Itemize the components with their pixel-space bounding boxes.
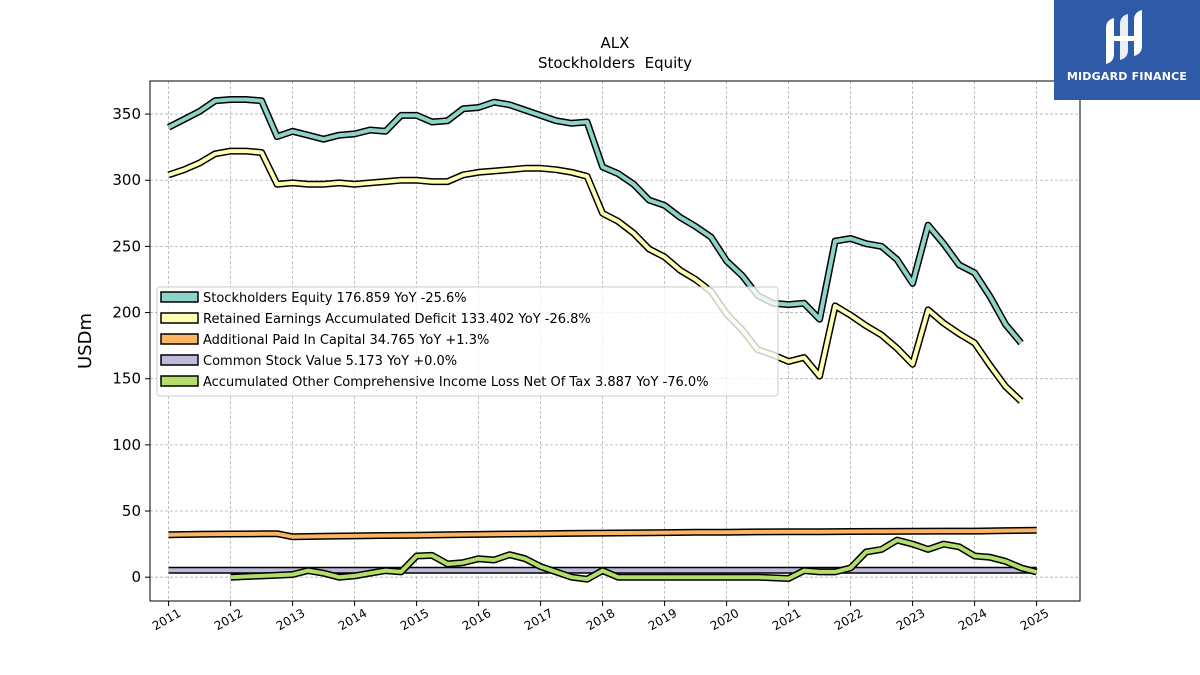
x-tick-label: 2021 — [770, 606, 803, 633]
chart-title: ALX — [601, 34, 630, 52]
legend-swatch — [160, 375, 199, 387]
legend-label: Retained Earnings Accumulated Deficit 13… — [203, 312, 591, 327]
y-axis-label: USDm — [75, 313, 96, 369]
legend-label: Additional Paid In Capital 34.765 YoY +1… — [203, 333, 489, 348]
x-tick-label: 2020 — [708, 606, 741, 633]
y-tick-label: 100 — [112, 436, 141, 454]
series-line — [230, 536, 1038, 583]
x-tick-label: 2023 — [894, 606, 927, 633]
x-tick-label: 2011 — [150, 606, 183, 633]
x-tick-label: 2018 — [584, 606, 617, 633]
y-tick-label: 350 — [112, 105, 141, 123]
series-line-fill — [168, 528, 1037, 539]
series-line — [167, 147, 1024, 404]
x-tick-label: 2025 — [1018, 606, 1051, 633]
series-lines — [167, 96, 1038, 583]
series-line — [167, 96, 1024, 346]
chart-subtitle: Stockholders Equity — [538, 54, 692, 72]
x-tick-label: 2024 — [956, 606, 989, 633]
x-tick-label: 2016 — [460, 606, 493, 633]
x-tick-label: 2014 — [336, 606, 369, 633]
series-line-fill — [167, 97, 1023, 345]
series-line-fill — [230, 538, 1038, 582]
legend-box — [156, 286, 779, 397]
series-line-fill — [167, 149, 1023, 403]
x-tick-label: 2015 — [398, 606, 431, 633]
legend: Stockholders Equity 176.859 YoY -25.6% Re… — [156, 286, 779, 397]
plot-frame — [149, 80, 1081, 602]
x-tick-label: 2022 — [832, 606, 865, 633]
midgard-logo-icon — [1106, 10, 1142, 64]
x-tick-label: 2017 — [522, 606, 555, 633]
series-line — [168, 526, 1037, 541]
legend-label: Accumulated Other Comprehensive Income L… — [203, 375, 709, 390]
legend-swatch — [160, 333, 199, 345]
legend-swatch — [160, 312, 199, 324]
brand-logo: MIDGARD FINANCE — [1054, 0, 1200, 100]
legend-label: Stockholders Equity 176.859 YoY -25.6% — [203, 291, 467, 306]
y-tick-label: 300 — [112, 171, 141, 189]
x-tick-label: 2013 — [274, 606, 307, 633]
y-tick-label: 250 — [112, 237, 141, 255]
y-tick-label: 0 — [131, 568, 141, 586]
brand-name: MIDGARD FINANCE — [1066, 70, 1188, 83]
y-tick-label: 150 — [112, 370, 141, 388]
legend-label: Common Stock Value 5.173 YoY +0.0% — [203, 354, 457, 369]
y-tick-label: 200 — [112, 304, 141, 322]
y-tick-label: 50 — [122, 502, 141, 520]
legend-swatch — [160, 354, 199, 366]
x-tick-label: 2012 — [212, 606, 245, 633]
legend-swatch — [160, 291, 199, 303]
x-tick-label: 2019 — [646, 606, 679, 633]
